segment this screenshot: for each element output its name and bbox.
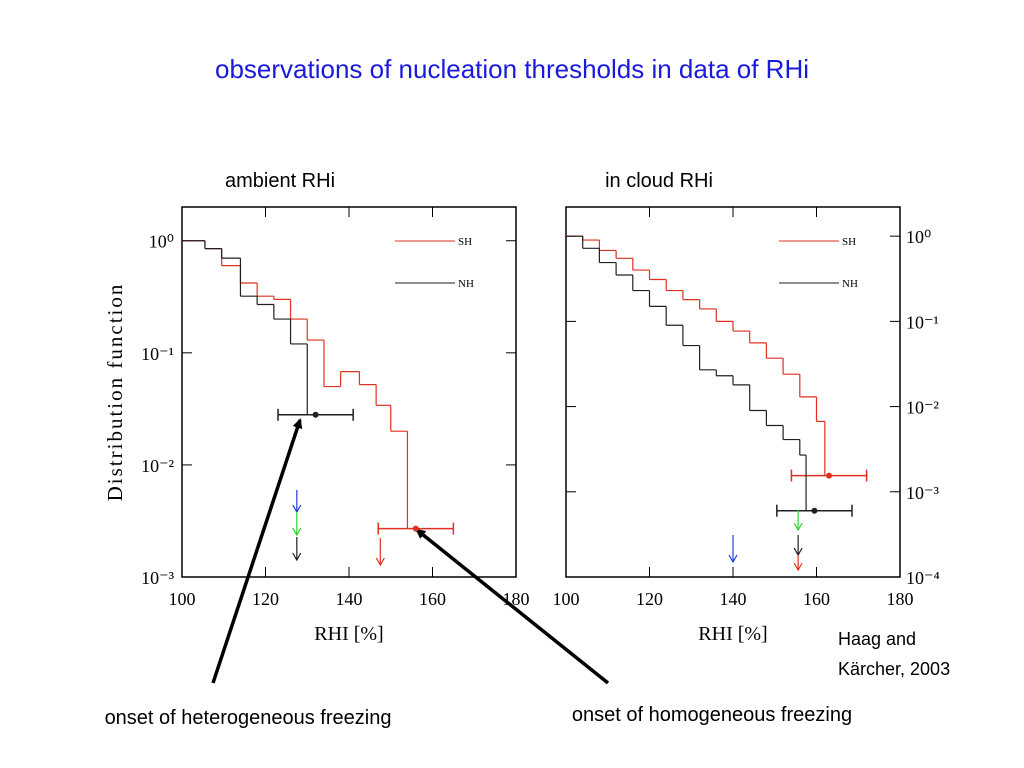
- panel-title: ambient RHi: [225, 170, 335, 192]
- y-axis-label: Distribution function: [103, 283, 127, 502]
- citation: Kärcher, 2003: [838, 659, 950, 679]
- y-tick-label: 10⁻³: [906, 483, 940, 503]
- annotation: onset of heterogeneous freezing: [105, 707, 392, 729]
- panel-title: in cloud RHi: [605, 170, 713, 192]
- x-axis-label: RHI [%]: [698, 623, 767, 645]
- x-tick-label: 160: [419, 589, 446, 609]
- arrow-head: [793, 522, 803, 532]
- y-tick-label: 10⁻¹: [906, 312, 939, 332]
- arrow-head: [375, 557, 385, 567]
- y-tick-label: 10⁻⁴: [906, 568, 940, 588]
- threshold-point: [811, 507, 818, 514]
- threshold-arrow: [793, 510, 803, 532]
- x-axis-label: RHI [%]: [314, 623, 383, 645]
- y-tick-label: 10⁻²: [906, 398, 939, 418]
- y-tick-label: 10⁰: [906, 227, 931, 247]
- y-tick-label: 10⁻²: [141, 456, 174, 476]
- pointer-arrow: [415, 528, 610, 685]
- threshold-point: [312, 411, 319, 418]
- slide-title: observations of nucleation thresholds in…: [215, 54, 809, 84]
- y-tick-label: 10⁻¹: [141, 344, 174, 364]
- threshold-point: [826, 472, 833, 479]
- threshold-arrow: [793, 555, 803, 572]
- arrow-head: [292, 527, 302, 537]
- x-tick-label: 140: [336, 589, 363, 609]
- x-tick-label: 180: [503, 589, 530, 609]
- citation: Haag and: [838, 629, 916, 649]
- arrow-head: [793, 562, 803, 572]
- legend-label: NH: [842, 278, 858, 290]
- threshold-arrow: [292, 537, 302, 562]
- arrow-head: [728, 554, 738, 564]
- y-tick-label: 10⁻³: [141, 568, 175, 588]
- annotation: onset of homogeneous freezing: [572, 704, 852, 726]
- x-tick-label: 100: [169, 589, 196, 609]
- threshold-arrow: [728, 535, 738, 564]
- legend-label: SH: [458, 236, 472, 248]
- x-tick-label: 120: [636, 589, 663, 609]
- x-tick-label: 100: [553, 589, 580, 609]
- x-tick-label: 120: [252, 589, 279, 609]
- threshold-arrow: [375, 538, 385, 567]
- x-tick-label: 160: [803, 589, 830, 609]
- y-tick-label: 10⁰: [149, 232, 174, 252]
- x-tick-label: 180: [887, 589, 914, 609]
- legend-label: NH: [458, 278, 474, 290]
- legend-label: SH: [842, 236, 856, 248]
- threshold-point: [412, 525, 419, 532]
- x-tick-label: 140: [720, 589, 747, 609]
- threshold-arrow: [292, 512, 302, 537]
- arrow-head: [292, 552, 302, 562]
- pointer-arrow: [211, 418, 303, 684]
